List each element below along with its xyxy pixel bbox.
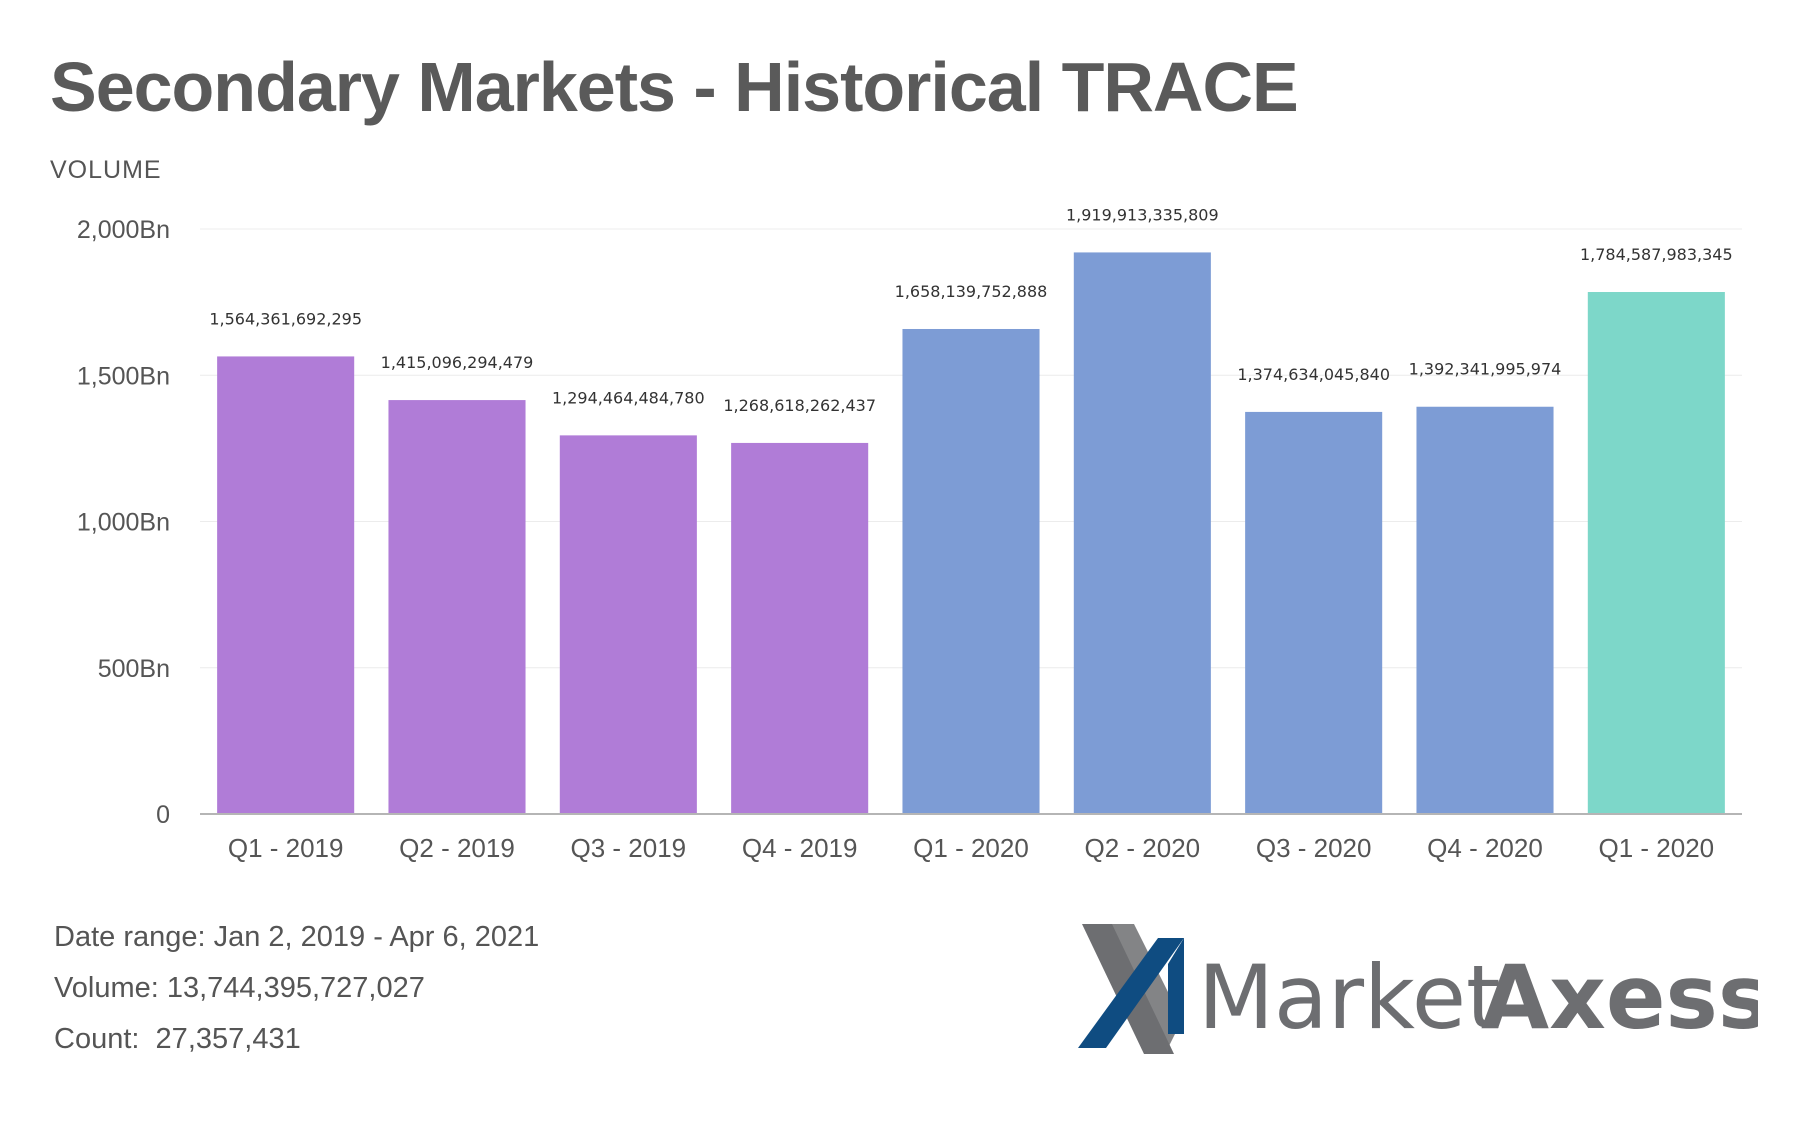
bar [388,400,526,814]
date-range-text: Date range: Jan 2, 2019 - Apr 6, 2021 [54,921,540,953]
bar [902,328,1040,814]
x-tick-label: Q3 - 2019 [571,833,687,863]
count-text: Count: 27,357,431 [54,1023,301,1055]
y-tick-label: 500Bn [98,655,170,683]
bar-data-label: 1,294,464,484,780 [552,388,705,407]
y-tick-label: 1,000Bn [77,509,170,537]
volume-total-text: Volume: 13,744,395,727,027 [54,972,425,1004]
x-tick-label: Q3 - 2020 [1256,833,1372,863]
y-axis-title: VOLUME [50,156,162,184]
bar-data-label: 1,415,096,294,479 [381,353,534,372]
bars [217,252,1725,814]
x-tick-label: Q4 - 2020 [1427,833,1543,863]
bar-data-label: 1,919,913,335,809 [1066,205,1219,224]
bar [1587,292,1725,814]
bar-data-label: 1,268,618,262,437 [723,396,876,415]
summary-stats: Date range: Jan 2, 2019 - Apr 6, 2021 Vo… [54,912,539,1065]
bar [1073,252,1211,814]
x-tick-label: Q1 - 2020 [1599,833,1715,863]
y-tick-label: 2,000Bn [77,216,170,244]
y-tick-label: 0 [156,801,170,829]
bar [731,442,869,814]
bar [217,356,355,814]
bar-data-label: 1,784,587,983,345 [1580,245,1733,264]
x-axis-labels: Q1 - 2019 Q2 - 2019 Q3 - 2019 Q4 - 2019 Q1 -… [228,833,1714,863]
bar-chart: VOLUME 0 500Bn 1,000Bn 1,500Bn 2,000Bn 1,564… [50,156,1742,863]
x-tick-label: Q1 - 2019 [228,833,344,863]
bar-data-label: 1,374,634,045,840 [1237,365,1390,384]
x-tick-label: Q2 - 2019 [399,833,515,863]
x-tick-label: Q1 - 2020 [913,833,1029,863]
y-axis-ticks: 0 500Bn 1,000Bn 1,500Bn 2,000Bn [77,216,170,829]
marketaxess-logo: Market Axess [1078,924,1758,1054]
bar-data-label: 1,658,139,752,888 [895,282,1048,301]
bar-data-label: 1,564,361,692,295 [209,309,362,328]
bar-data-label: 1,392,341,995,974 [1409,360,1562,379]
page-title: Secondary Markets - Historical TRACE [50,48,1299,126]
y-tick-label: 1,500Bn [77,362,170,390]
bar [1245,411,1383,814]
data-labels: 1,564,361,692,295 1,415,096,294,479 1,294,… [209,205,1732,415]
bar [1416,406,1554,814]
x-tick-label: Q4 - 2019 [742,833,858,863]
logo-x-mark-icon [1078,924,1184,1054]
logo-word-axess: Axess [1481,946,1758,1049]
logo-word-market: Market [1198,946,1501,1049]
x-tick-label: Q2 - 2020 [1085,833,1201,863]
bar [559,435,697,814]
